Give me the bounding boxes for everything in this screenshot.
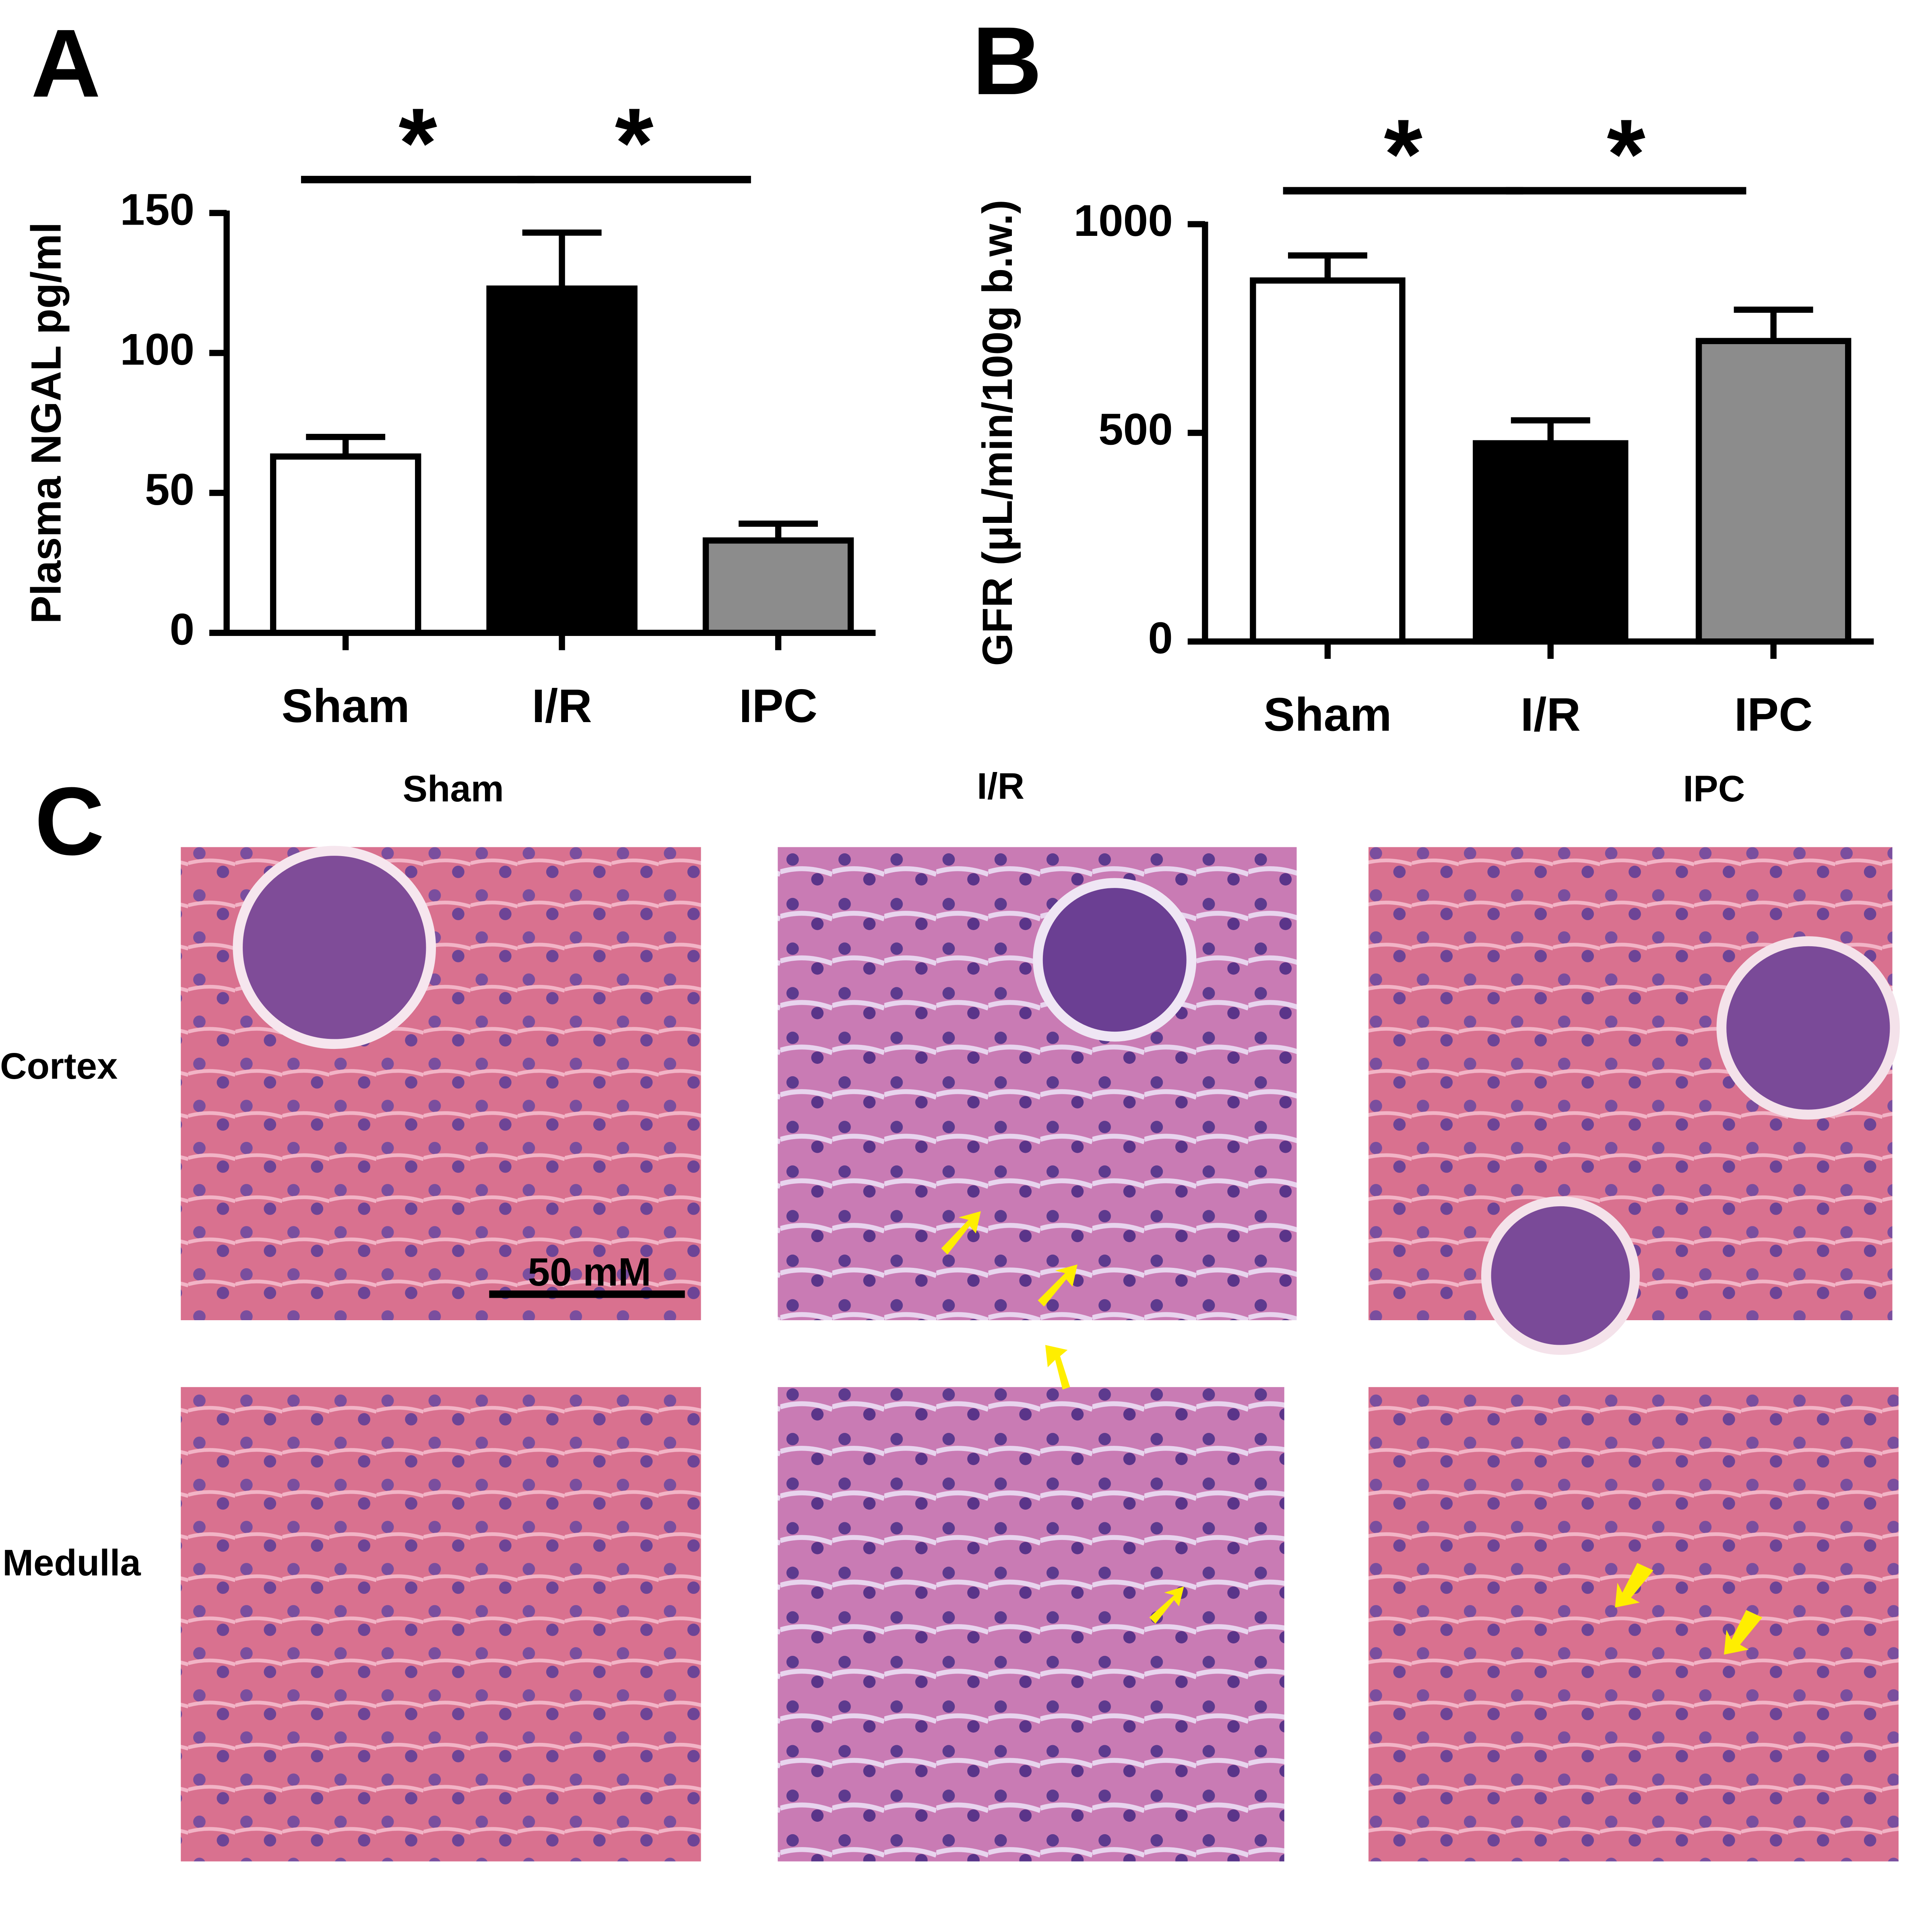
y-tick-label: 100 xyxy=(120,325,194,374)
x-tick-label: Sham xyxy=(281,679,409,732)
bar xyxy=(1695,338,1852,645)
row-label: Medulla xyxy=(2,1542,141,1583)
histology-image xyxy=(778,847,1297,1320)
significance-star: * xyxy=(615,88,654,198)
x-tick-label: IPC xyxy=(1734,688,1813,741)
arrow xyxy=(1038,1264,1077,1307)
column-label: I/R xyxy=(977,765,1024,807)
x-tick-label: Sham xyxy=(1263,688,1391,741)
histology-image xyxy=(181,1387,701,1862)
arrow xyxy=(1615,1563,1653,1608)
histology-image xyxy=(778,1387,1284,1862)
bar xyxy=(702,537,854,636)
arrows xyxy=(941,1211,1763,1655)
glomerulus xyxy=(233,846,436,1049)
arrow xyxy=(941,1211,981,1255)
row-label: Cortex xyxy=(0,1045,118,1087)
arrow xyxy=(1724,1610,1763,1655)
bar xyxy=(270,453,421,636)
glomerulus xyxy=(1481,1196,1640,1355)
glomerulus xyxy=(1716,936,1900,1120)
y-tick-label: 0 xyxy=(1148,613,1173,663)
arrow xyxy=(1149,1586,1184,1624)
bar xyxy=(1250,277,1406,645)
scale-bar-label: 50 mM xyxy=(528,1250,651,1294)
column-label: Sham xyxy=(402,768,504,809)
y-tick-label: 1000 xyxy=(1073,196,1172,246)
glomerulus xyxy=(1033,878,1197,1042)
bar xyxy=(1473,440,1629,645)
panel-label: B xyxy=(972,7,1042,115)
y-tick-label: 150 xyxy=(120,185,194,234)
panel-c: C Sham I/R IPC Cortex Medulla 50 mM xyxy=(0,765,1900,1862)
y-axis-label: GFR (μL/min/100g b.w.) xyxy=(974,200,1021,666)
x-tick-label: IPC xyxy=(739,679,817,732)
significance-star: * xyxy=(1607,99,1645,210)
histology-image xyxy=(1368,1387,1899,1862)
panel-label: C xyxy=(35,767,104,875)
significance-star: * xyxy=(1384,99,1422,210)
panel-label: A xyxy=(31,9,101,117)
y-axis-label: Plasma NGAL pg/ml xyxy=(23,222,70,624)
x-tick-label: I/R xyxy=(532,679,592,732)
column-label: IPC xyxy=(1683,768,1745,809)
arrow xyxy=(1045,1345,1070,1390)
y-tick-label: 500 xyxy=(1098,405,1173,454)
bar xyxy=(486,285,638,636)
x-tick-label: I/R xyxy=(1521,688,1581,741)
y-tick-label: 50 xyxy=(145,465,194,514)
significance-star: * xyxy=(398,88,437,198)
y-tick-label: 0 xyxy=(169,605,194,654)
